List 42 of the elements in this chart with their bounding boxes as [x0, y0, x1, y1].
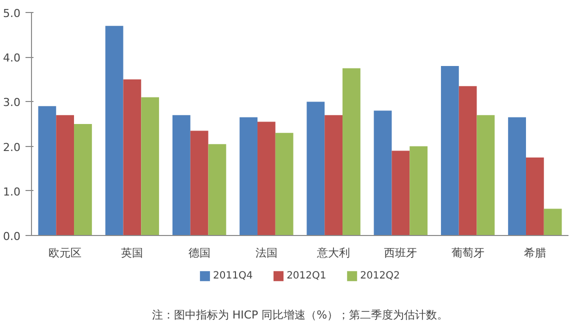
- bar: [544, 208, 562, 236]
- x-tick-label: 欧元区: [48, 246, 82, 260]
- bar: [240, 117, 258, 236]
- bar: [208, 144, 226, 236]
- legend-label: 2012Q1: [286, 270, 326, 282]
- x-tick-label: 希腊: [524, 246, 546, 260]
- bar: [392, 150, 410, 236]
- x-tick-label: 英国: [121, 246, 144, 260]
- bar: [458, 86, 477, 236]
- y-tick-label: 4.0: [3, 52, 21, 65]
- bar: [440, 66, 459, 236]
- x-tick-label: 西班牙: [384, 246, 418, 260]
- bar: [508, 117, 526, 236]
- x-tick-label: 意大利: [316, 246, 350, 260]
- bar: [38, 106, 56, 236]
- bar: [123, 79, 142, 236]
- bar: [275, 132, 294, 236]
- bar: [257, 122, 276, 236]
- bar: [56, 115, 74, 236]
- y-tick-label: 1.0: [3, 185, 21, 198]
- bar: [374, 110, 392, 236]
- bar: [342, 68, 360, 236]
- legend-label: 2012Q2: [360, 270, 400, 282]
- y-tick-label: 2.0: [3, 140, 21, 154]
- bar: [476, 115, 495, 236]
- x-tick-label: 德国: [188, 246, 210, 260]
- x-tick-label: 葡萄牙: [451, 246, 484, 260]
- bar: [526, 157, 544, 236]
- bar: [306, 102, 325, 236]
- y-tick-label: 0.0: [3, 230, 21, 243]
- bar: [74, 124, 92, 236]
- bar: [324, 115, 343, 236]
- bar: [172, 115, 190, 236]
- bar: [410, 146, 428, 236]
- bar: [105, 26, 124, 236]
- y-tick-label: 5.0: [3, 7, 21, 20]
- bar: [141, 97, 160, 236]
- x-tick-label: 法国: [255, 246, 278, 260]
- legend-label: 2011Q4: [213, 270, 253, 282]
- bar: [190, 130, 208, 236]
- y-tick-label: 3.0: [3, 96, 21, 110]
- text: 注：图中指标为 HICP 同比增速（%）；第二季度为估计数。: [152, 308, 448, 322]
